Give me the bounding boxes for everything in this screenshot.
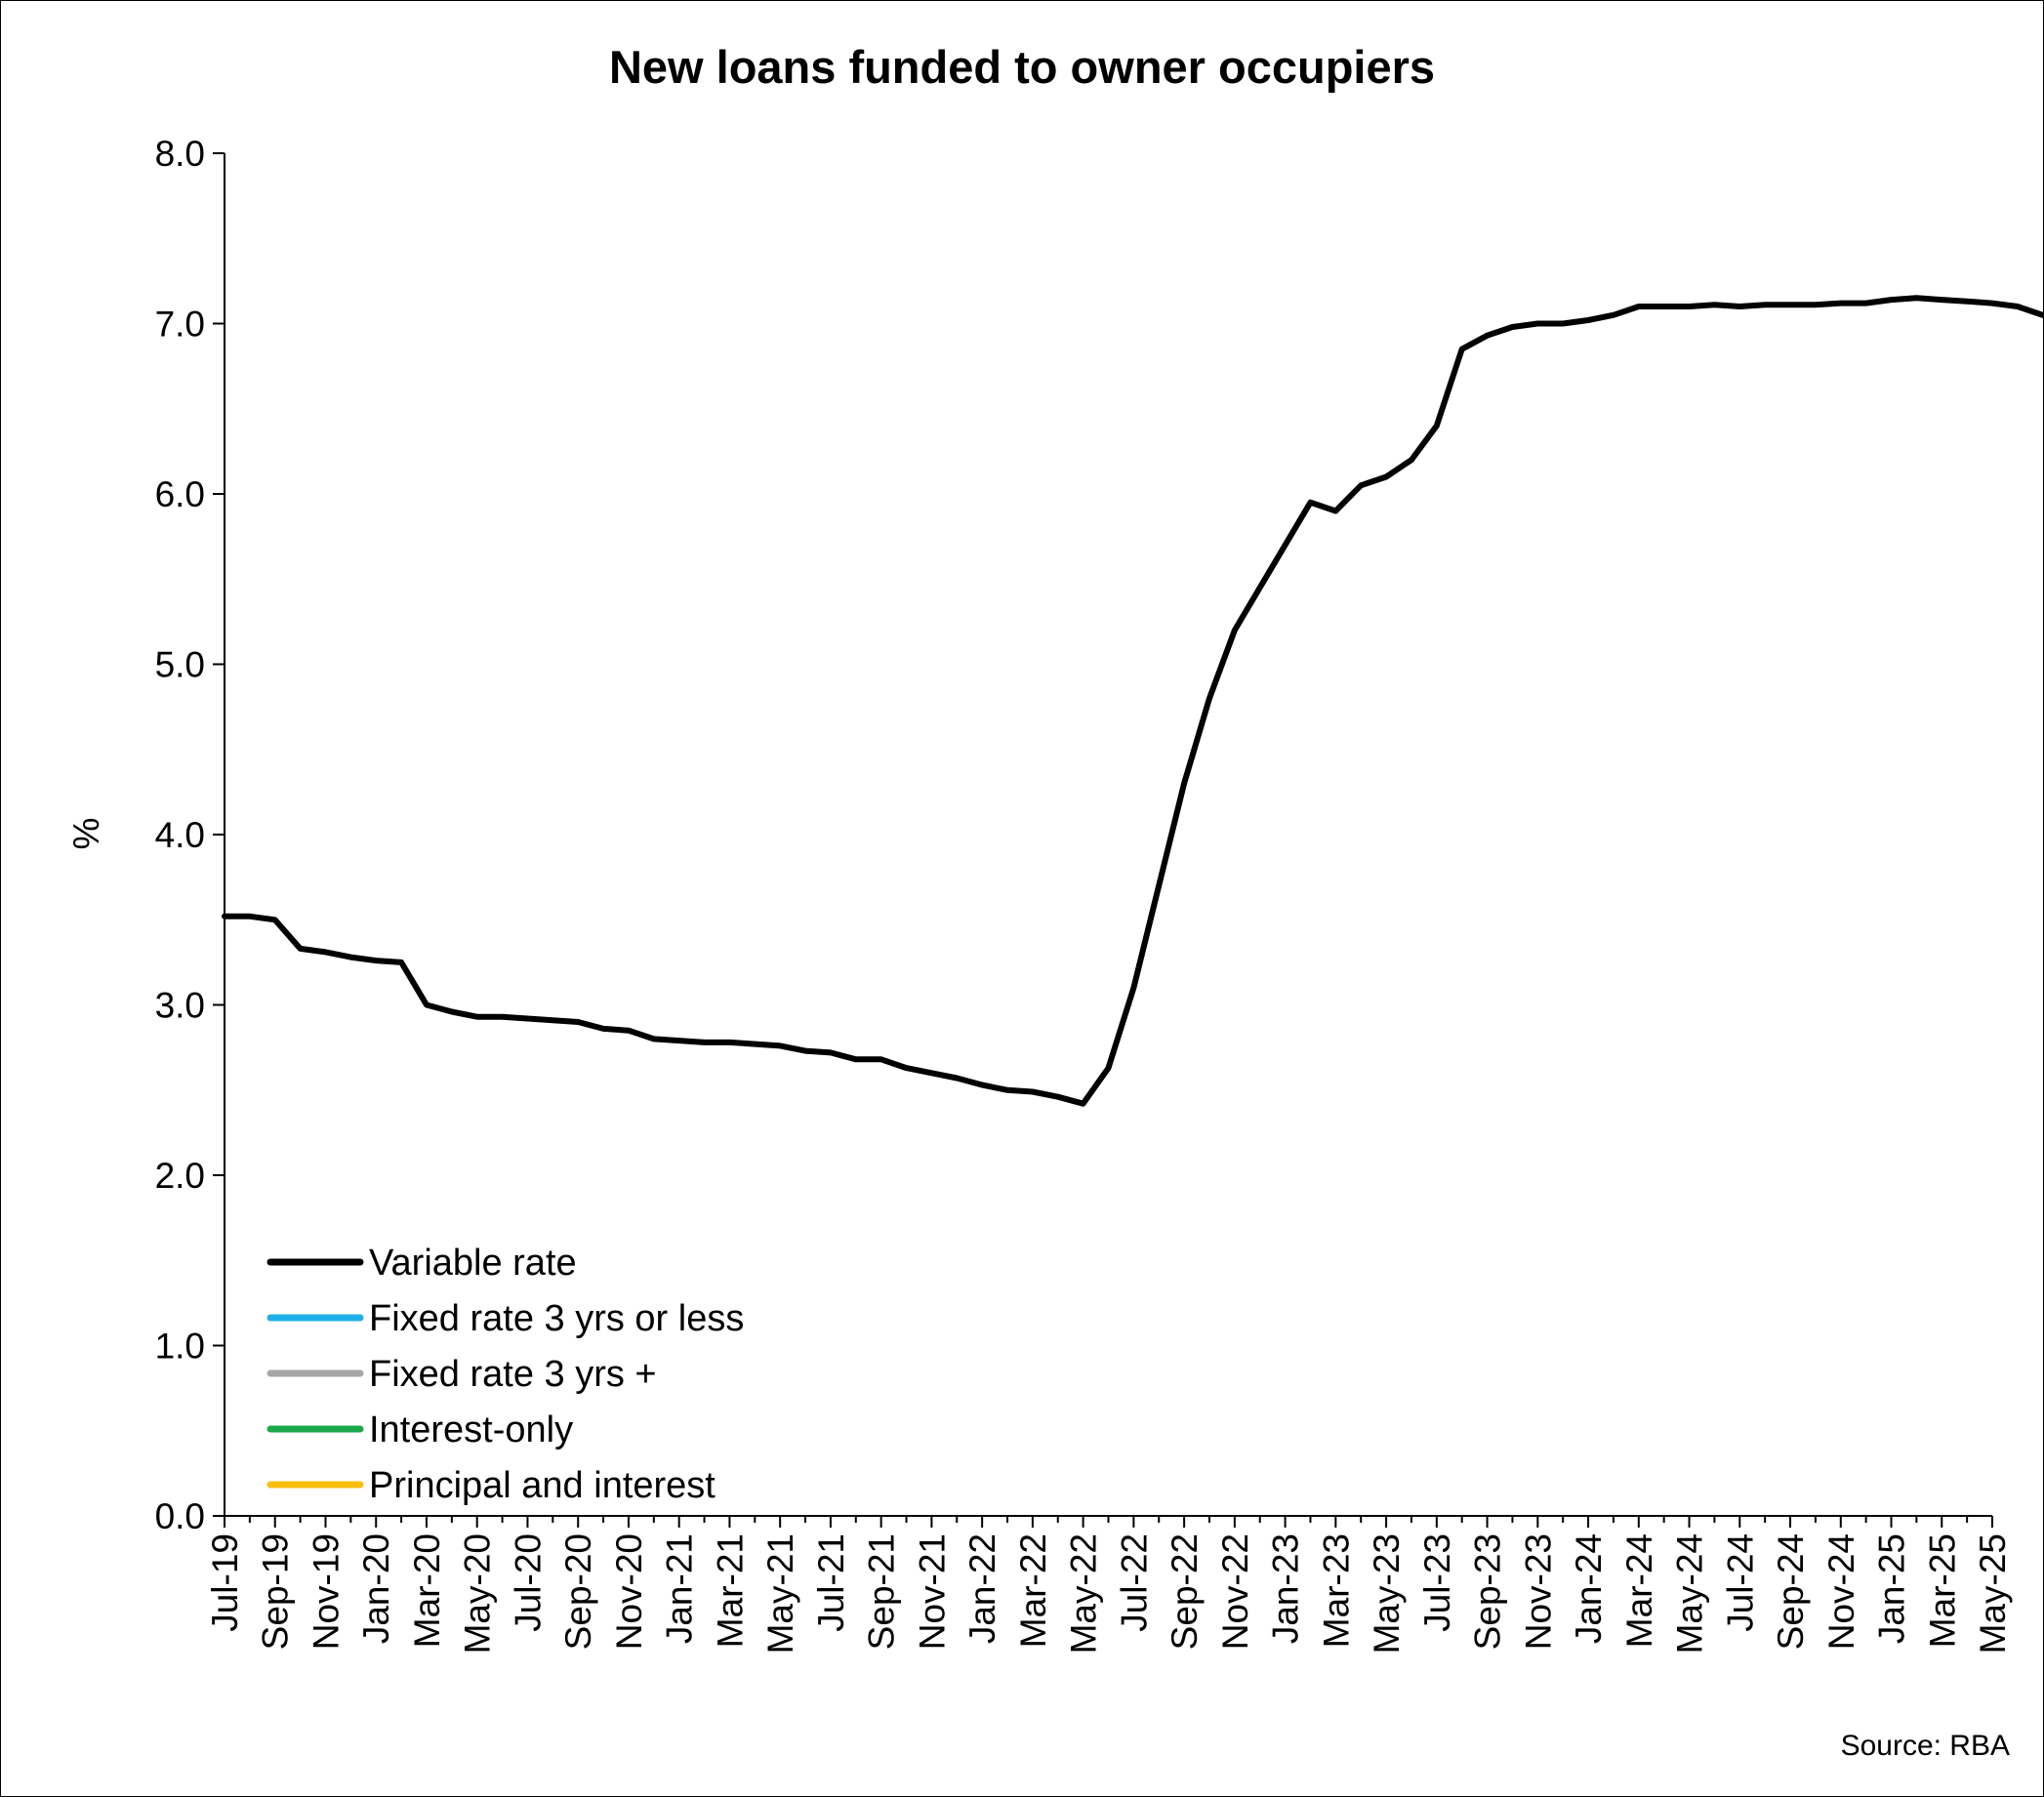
- y-tick-label: 0.0: [155, 1496, 205, 1536]
- x-axis-ticks: Jul-19 Sep-19 Nov-19 Jan-20 Mar-20 May-20 Jul-…: [205, 1516, 2013, 1654]
- x-tick-label: Jul-21: [811, 1533, 851, 1632]
- x-tick-label: Nov-20: [609, 1533, 649, 1650]
- x-tick-label: Jul-22: [1114, 1533, 1154, 1632]
- x-tick-label: Mar-20: [407, 1533, 447, 1648]
- y-tick-label: 3.0: [155, 986, 205, 1026]
- series-layer: [222, 295, 2043, 1107]
- source-note: Source: RBA: [1841, 1730, 2010, 1762]
- x-tick-label: May-25: [1973, 1533, 2013, 1654]
- y-tick-label: 7.0: [155, 305, 205, 345]
- x-tick-label: Nov-22: [1215, 1533, 1255, 1650]
- y-axis-ticks: 0.0 1.0 2.0 3.0 4.0 5.0 6.0 7.0 8.0: [155, 134, 225, 1536]
- series-line-variable-rate: [222, 295, 2043, 1107]
- legend-label: Interest-only: [369, 1409, 573, 1450]
- y-tick-label: 6.0: [155, 474, 205, 514]
- y-tick-label: 4.0: [155, 815, 205, 855]
- x-tick-label: Jul-24: [1720, 1533, 1760, 1632]
- x-tick-label: May-21: [760, 1533, 800, 1654]
- chart-title: New loans funded to owner occupiers: [609, 41, 1435, 93]
- x-tick-label: Jan-21: [660, 1533, 700, 1644]
- x-tick-label: May-23: [1367, 1533, 1407, 1654]
- x-tick-label: Sep-19: [256, 1533, 296, 1650]
- x-tick-label: Jan-22: [962, 1533, 1002, 1644]
- x-tick-label: Nov-19: [306, 1533, 346, 1650]
- legend: Variable rate Fixed rate 3 yrs or less Fix…: [266, 1243, 744, 1506]
- y-tick-label: 5.0: [155, 645, 205, 685]
- x-tick-label: May-24: [1670, 1533, 1710, 1654]
- x-tick-label: Mar-24: [1619, 1533, 1659, 1648]
- x-tick-label: Jul-23: [1417, 1533, 1457, 1632]
- x-tick-label: Jul-19: [205, 1533, 245, 1632]
- y-axis-label: %: [66, 818, 106, 850]
- x-tick-label: Sep-20: [558, 1533, 598, 1650]
- x-tick-label: Sep-21: [862, 1533, 902, 1650]
- x-tick-label: Mar-25: [1922, 1533, 1962, 1648]
- x-tick-label: Nov-24: [1821, 1533, 1861, 1650]
- x-tick-label: May-20: [458, 1533, 498, 1654]
- x-tick-label: Sep-24: [1771, 1533, 1811, 1650]
- x-tick-label: Sep-23: [1468, 1533, 1508, 1650]
- x-tick-label: Sep-22: [1165, 1533, 1205, 1650]
- x-tick-label: May-22: [1064, 1533, 1104, 1654]
- x-tick-label: Jan-24: [1569, 1533, 1609, 1644]
- legend-label: Fixed rate 3 yrs +: [369, 1354, 657, 1395]
- x-tick-label: Mar-21: [710, 1533, 750, 1648]
- legend-label: Variable rate: [369, 1243, 577, 1284]
- x-tick-label: Mar-23: [1316, 1533, 1356, 1648]
- x-tick-label: Jan-23: [1266, 1533, 1306, 1644]
- x-tick-label: Jan-25: [1872, 1533, 1912, 1644]
- x-tick-label: Jan-20: [356, 1533, 396, 1644]
- y-tick-label: 2.0: [155, 1156, 205, 1196]
- x-tick-label: Nov-21: [912, 1533, 952, 1650]
- legend-label: Fixed rate 3 yrs or less: [369, 1298, 744, 1339]
- x-tick-label: Nov-23: [1518, 1533, 1558, 1650]
- y-tick-label: 8.0: [155, 134, 205, 174]
- legend-label: Principal and interest: [369, 1465, 715, 1506]
- y-tick-label: 1.0: [155, 1327, 205, 1367]
- x-tick-label: Jul-20: [508, 1533, 548, 1632]
- x-tick-label: Mar-22: [1013, 1533, 1053, 1648]
